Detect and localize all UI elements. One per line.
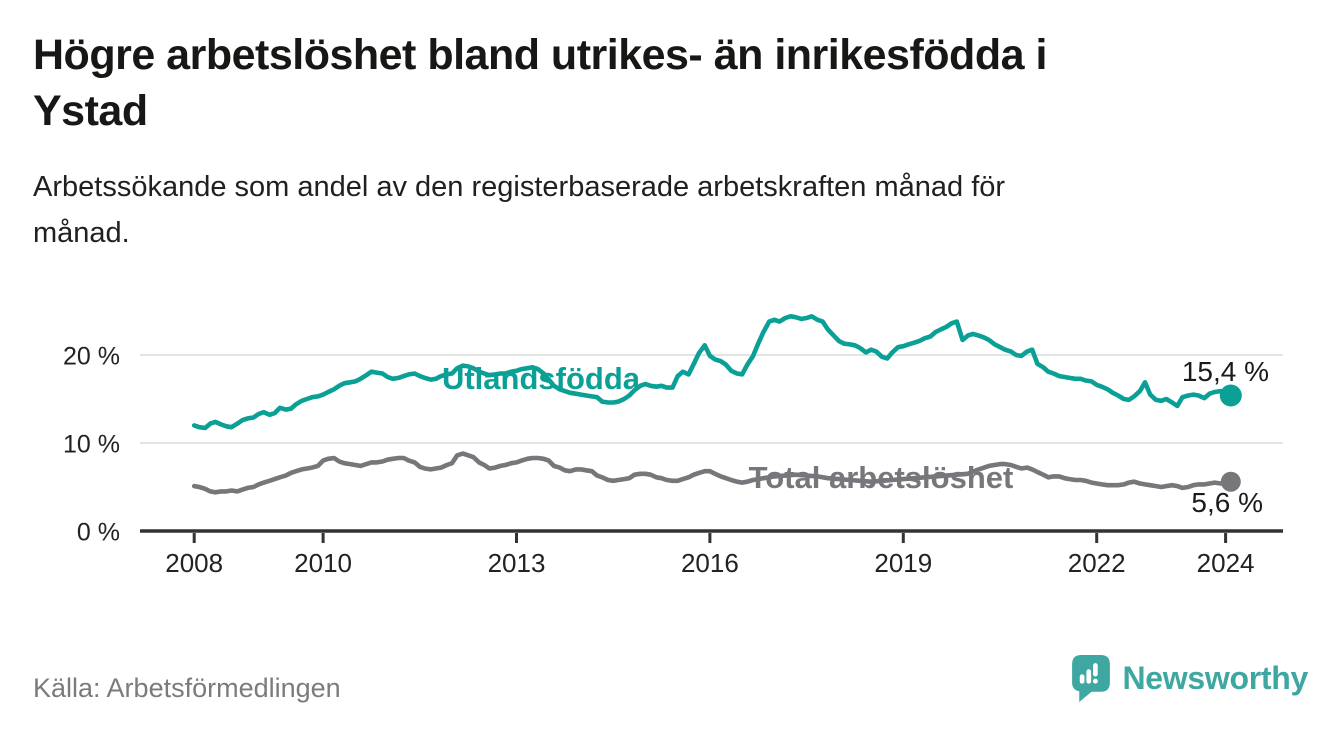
series-line-total-arbetsloshet xyxy=(191,451,1234,495)
series-label-total-arbetsloshet: Total arbetslöshet xyxy=(749,460,1014,495)
x-tick-label-2022: 2022 xyxy=(1068,548,1126,578)
x-tick-label-2024: 2024 xyxy=(1197,548,1255,578)
page-title-line-1: Högre arbetslöshet bland utrikes- än inr… xyxy=(33,31,1047,79)
y-tick-label-10: 10 % xyxy=(63,431,120,459)
x-tick-label-2010: 2010 xyxy=(294,548,352,578)
page-title-line-2: Ystad xyxy=(33,87,148,135)
chart-subtitle-line-2: månad. xyxy=(33,217,130,249)
x-tick-label-2008: 2008 xyxy=(165,548,223,578)
series-end-dot-utlandsfodda xyxy=(1219,384,1242,407)
y-tick-label-20: 20 % xyxy=(63,343,120,371)
series-label-utlandsfodda: Utlandsfödda xyxy=(442,361,641,396)
x-tick-label-2019: 2019 xyxy=(874,548,932,578)
series-end-dot-total-arbetsloshet xyxy=(1220,471,1241,492)
x-tick-label-2016: 2016 xyxy=(681,548,739,578)
newsworthy-logo: Newsworthy xyxy=(1071,655,1309,702)
chart-subtitle: Arbetssökande som andel av den registerb… xyxy=(33,164,1307,256)
series-line-utlandsfodda xyxy=(191,313,1234,431)
x-tick-label-2013: 2013 xyxy=(488,548,546,578)
end-value-label-utlandsfodda: 15,4 % xyxy=(1182,356,1269,387)
newsworthy-logo-text: Newsworthy xyxy=(1122,660,1309,696)
end-value-label-total-arbetsloshet: 5,6 % xyxy=(1191,487,1263,518)
y-tick-label-0: 0 % xyxy=(77,519,120,547)
page-title: Högre arbetslöshet bland utrikes- än inr… xyxy=(33,27,1307,139)
chart-subtitle-line-1: Arbetssökande som andel av den registerb… xyxy=(33,171,1006,203)
bar-chart-speech-bubble-icon xyxy=(1071,655,1110,702)
source-note: Källa: Arbetsförmedlingen xyxy=(33,673,341,703)
